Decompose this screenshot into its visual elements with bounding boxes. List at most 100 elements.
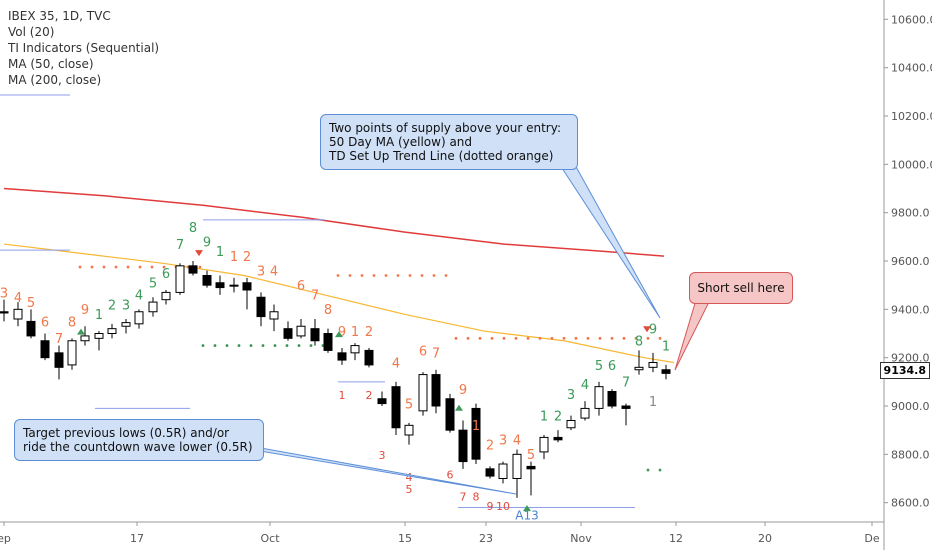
- candle-body: [26, 320, 36, 337]
- candle-body: [431, 374, 441, 407]
- y-tick-label: 10600.0: [891, 13, 932, 26]
- td-setup-number: 6: [162, 267, 170, 282]
- supply-callout[interactable]: Two points of supply above your entry: 5…: [320, 114, 578, 170]
- td-setup-number: 1: [95, 308, 103, 323]
- candle-body: [94, 333, 104, 339]
- buy-signal-arrow: [77, 328, 85, 335]
- legend-ti-indicators[interactable]: TI Indicators (Sequential): [8, 41, 160, 55]
- x-tick-label: ep: [0, 532, 11, 545]
- tdst-resistance-dot: [634, 336, 638, 340]
- y-tick-label: 9800.0: [891, 207, 930, 220]
- td-setup-number: 1: [649, 395, 657, 410]
- td-setup-number: 9: [203, 236, 211, 251]
- td-setup-number: 5: [149, 277, 157, 292]
- candle-body: [121, 322, 131, 327]
- td-setup-number: 4: [135, 289, 143, 304]
- td-setup-number: 8: [189, 221, 197, 236]
- td-setup-number: 7: [176, 238, 184, 253]
- td-setup-number: 9: [338, 325, 346, 340]
- td-setup-number: 2: [365, 325, 373, 340]
- candle-body: [607, 391, 617, 407]
- tdst-resistance-dot: [454, 336, 458, 340]
- td-setup-number: 2: [554, 410, 562, 425]
- candle-body: [621, 405, 631, 409]
- candle-body: [634, 366, 644, 371]
- x-tick-label: 17: [130, 532, 144, 545]
- candle-body: [215, 282, 225, 289]
- a13-label: A13: [515, 509, 538, 523]
- td-countdown-number: 4: [406, 471, 413, 484]
- candle-body: [148, 301, 158, 313]
- legend-symbol[interactable]: IBEX 35, 1D, TVC: [8, 9, 111, 23]
- tdst-resistance-dot: [514, 336, 518, 340]
- candle-body: [13, 308, 23, 320]
- td-setup-number: 5: [527, 448, 535, 463]
- tdst-resistance-dot: [444, 274, 448, 277]
- y-tick-label: 9600.0: [891, 255, 930, 268]
- tdst-support-dot: [297, 344, 301, 347]
- td-countdown-number: 10: [496, 500, 510, 513]
- tdst-resistance-dot: [586, 336, 590, 340]
- tdst-resistance-dot: [574, 336, 578, 340]
- tdst-resistance-dot: [622, 336, 626, 340]
- tdst-resistance-dot: [150, 265, 154, 269]
- td-setup-number: 5: [595, 359, 603, 374]
- y-tick-label: 10200.0: [891, 110, 932, 123]
- td-setup-number: 7: [432, 347, 440, 362]
- last-price-tag: 9134.8: [879, 362, 930, 379]
- td-countdown-number: 2: [366, 389, 373, 402]
- tdst-resistance-dot: [432, 274, 436, 277]
- candle-body: [594, 386, 604, 409]
- y-tick-label: 9400.0: [891, 303, 930, 316]
- tdst-resistance-dot: [658, 336, 662, 340]
- x-tick-label: Oct: [260, 532, 280, 545]
- candle-body: [539, 436, 549, 453]
- td-setup-number: 1: [351, 325, 359, 340]
- sell-signal-arrow: [195, 250, 203, 257]
- tdst-resistance-dot: [348, 274, 352, 277]
- tdst-resistance-dot: [360, 274, 364, 277]
- candle-body: [0, 311, 9, 314]
- td-setup-number: 7: [622, 376, 630, 391]
- td-setup-number: 2: [486, 439, 494, 454]
- tdst-resistance-dot: [138, 265, 142, 269]
- legend-ma200[interactable]: MA (200, close): [8, 73, 102, 87]
- tdst-resistance-dot: [646, 336, 650, 340]
- legend-volume[interactable]: Vol (20): [8, 25, 55, 39]
- candle-body: [566, 420, 576, 429]
- candle-body: [283, 328, 293, 339]
- td-setup-number: 1: [216, 245, 224, 260]
- td-setup-number: 3: [0, 286, 8, 301]
- candle-body: [161, 291, 171, 301]
- candle-body: [391, 386, 401, 429]
- target-callout[interactable]: Target previous lows (0.5R) and/or ride …: [14, 419, 264, 461]
- ma50-line: [3, 243, 675, 364]
- x-tick-label: 12: [669, 532, 683, 545]
- y-tick-label: 10000.0: [891, 158, 932, 171]
- tdst-resistance-dot: [408, 274, 412, 277]
- td-setup-number: 4: [581, 378, 589, 393]
- td-setup-number: 8: [635, 335, 643, 350]
- x-tick-label: De: [864, 532, 879, 545]
- x-tick-label: 15: [398, 532, 412, 545]
- tdst-support-dot: [201, 344, 205, 347]
- td-setup-number: 4: [14, 291, 22, 306]
- buy-signal-arrow: [335, 331, 343, 338]
- tdst-resistance-dot: [396, 274, 400, 277]
- legend-ma50[interactable]: MA (50, close): [8, 57, 94, 71]
- short-sell-callout[interactable]: Short sell here: [689, 272, 793, 304]
- td-countdown-number: 8: [473, 490, 480, 503]
- td-setup-number: 2: [108, 298, 116, 313]
- candle-body: [377, 398, 387, 405]
- tdst-resistance-dot: [538, 336, 542, 340]
- td-countdown-number: 6: [447, 469, 454, 482]
- tdst-resistance-dot: [336, 274, 340, 277]
- candle-body: [269, 311, 279, 320]
- candle-body: [256, 296, 266, 318]
- td-countdown-number: 3: [379, 449, 386, 462]
- td-setup-number: 7: [311, 289, 319, 304]
- y-tick-label: 8600.0: [891, 497, 930, 510]
- tdst-support-dot: [658, 468, 662, 472]
- tdst-support-dot: [309, 344, 313, 347]
